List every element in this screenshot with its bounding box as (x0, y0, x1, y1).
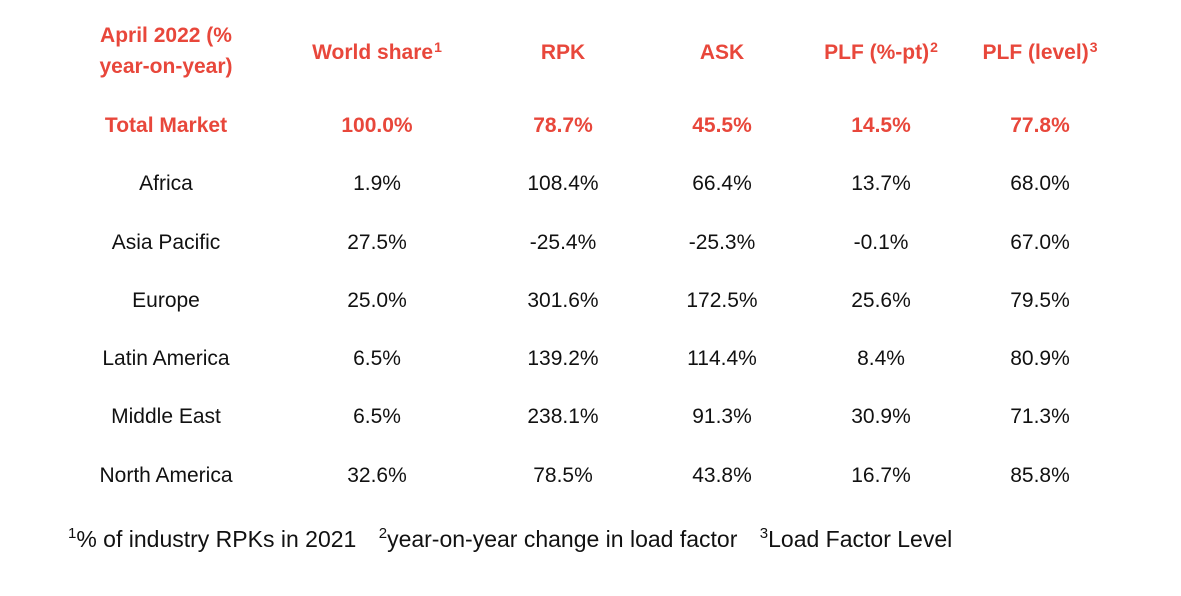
world-share-cell: 6.5% (353, 405, 401, 428)
table-row: Asia Pacific 27.5% -25.4% -25.3% -0.1% 6… (0, 228, 1181, 268)
region-cell: Total Market (104, 114, 228, 137)
table-row: North America 32.6% 78.5% 43.8% 16.7% 85… (0, 461, 1181, 501)
region-cell: Africa (139, 172, 193, 195)
footnote-2: 2year-on-year change in load factor (378, 525, 738, 552)
plf-pt-cell: 30.9% (851, 405, 911, 428)
plf-level-cell: 68.0% (1010, 172, 1070, 195)
region-cell: Asia Pacific (111, 231, 221, 254)
footnote-1: 1% of industry RPKs in 2021 (68, 525, 357, 552)
world-share-cell: 27.5% (347, 231, 407, 254)
footnotes: 1% of industry RPKs in 2021 2year-on-yea… (68, 524, 968, 554)
plf-level-cell: 77.8% (1010, 114, 1070, 137)
plf-pt-cell: 13.7% (851, 172, 911, 195)
region-cell: Latin America (102, 347, 230, 370)
world-share-cell: 6.5% (353, 347, 401, 370)
header-rpk: RPK (540, 41, 586, 64)
footnote-3: 3Load Factor Level (759, 525, 953, 552)
region-cell: Middle East (111, 405, 221, 428)
plf-pt-cell: -0.1% (853, 231, 909, 254)
rpk-cell: -25.4% (529, 231, 597, 254)
rpk-cell: 78.5% (533, 464, 593, 487)
region-cell: North America (99, 464, 233, 487)
table-header-row: April 2022 (% year-on-year) World share1… (0, 20, 1181, 78)
world-share-cell: 100.0% (341, 114, 413, 137)
plf-level-cell: 79.5% (1010, 289, 1070, 312)
ask-cell: 172.5% (686, 289, 758, 312)
world-share-cell: 1.9% (353, 172, 401, 195)
world-share-cell: 32.6% (347, 464, 407, 487)
rpk-cell: 238.1% (527, 405, 599, 428)
header-world-share: World share1 (312, 39, 442, 64)
table-row: Africa 1.9% 108.4% 66.4% 13.7% 68.0% (0, 169, 1181, 209)
header-period: April 2022 (% year-on-year) (99, 24, 233, 78)
ask-cell: -25.3% (688, 231, 756, 254)
table-row: Europe 25.0% 301.6% 172.5% 25.6% 79.5% (0, 286, 1181, 326)
rpk-cell: 139.2% (527, 347, 599, 370)
ask-cell: 43.8% (692, 464, 752, 487)
table-row: Latin America 6.5% 139.2% 114.4% 8.4% 80… (0, 344, 1181, 384)
ask-cell: 114.4% (687, 347, 757, 370)
header-plf-pt: PLF (%-pt)2 (824, 39, 938, 64)
plf-level-cell: 71.3% (1010, 405, 1070, 428)
world-share-cell: 25.0% (347, 289, 407, 312)
plf-level-cell: 67.0% (1010, 231, 1070, 254)
plf-pt-cell: 14.5% (851, 114, 911, 137)
plf-pt-cell: 16.7% (851, 464, 911, 487)
ask-cell: 91.3% (692, 405, 752, 428)
header-ask: ASK (699, 41, 745, 64)
rpk-cell: 301.6% (527, 289, 599, 312)
table-row-total-market: Total Market 100.0% 78.7% 45.5% 14.5% 77… (0, 111, 1181, 151)
header-plf-level: PLF (level)3 (982, 39, 1098, 64)
plf-pt-cell: 25.6% (851, 289, 911, 312)
plf-level-cell: 80.9% (1010, 347, 1070, 370)
plf-pt-cell: 8.4% (857, 347, 905, 370)
rpk-cell: 78.7% (533, 114, 593, 137)
table-row: Middle East 6.5% 238.1% 91.3% 30.9% 71.3… (0, 402, 1181, 442)
ask-cell: 45.5% (692, 114, 752, 137)
plf-level-cell: 85.8% (1010, 464, 1070, 487)
ask-cell: 66.4% (692, 172, 752, 195)
region-cell: Europe (132, 289, 200, 312)
rpk-cell: 108.4% (527, 172, 599, 195)
